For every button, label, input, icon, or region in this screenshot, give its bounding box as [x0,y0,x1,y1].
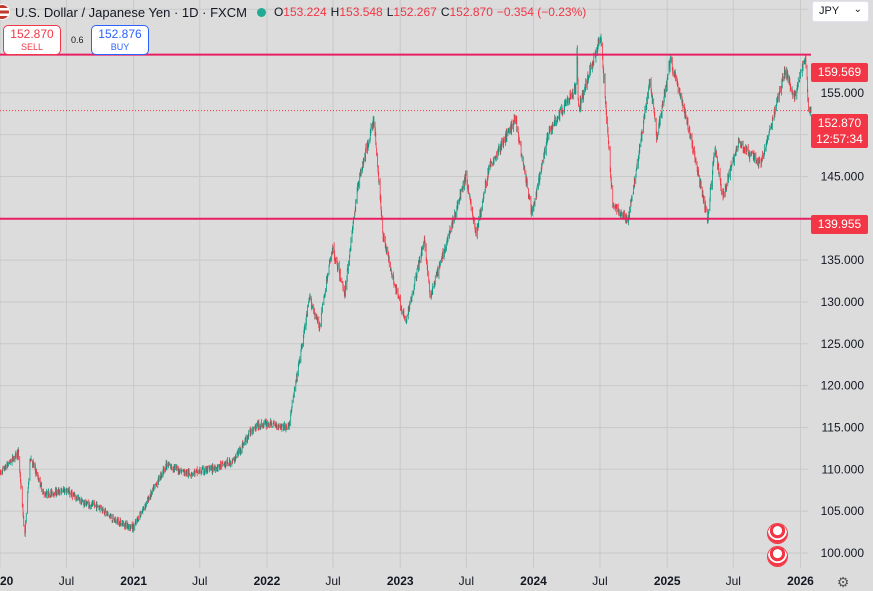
time-tick-label: 2022 [254,574,281,588]
spread-value: 0.6 [71,35,84,45]
price-tick-label: 135.000 [821,253,865,267]
price-tick-label: 100.000 [821,546,865,560]
candlestick-series [0,33,812,538]
symbol-header: U.S. Dollar / Japanese Yen · 1D · FXCM O… [0,2,590,22]
level-tag-upper-label: 159.569 [817,65,862,79]
currency-value: JPY [819,5,840,17]
time-tick-label: Jul [325,574,340,588]
horizontal-levels [0,53,811,220]
time-tick-label: Jul [592,574,607,588]
price-axis: 165.000155.000150.000145.000135.000130.0… [821,2,865,560]
price-tick-label: 130.000 [821,295,865,309]
sell-label: SELL [20,42,44,52]
us-flag-icon[interactable] [768,547,787,566]
last-price-tag: 152.870 12:57:34 [811,114,868,148]
chart-grid [0,0,808,568]
currency-select[interactable]: JPY ⌄ [812,1,869,22]
time-tick-label: Jul [192,574,207,588]
level-tag-upper[interactable]: 159.569 [811,63,868,82]
high-value: 153.548 [339,5,383,19]
us-flag-icon[interactable] [768,524,787,543]
gear-icon[interactable]: ⚙ [836,574,850,590]
time-tick-label: 2024 [520,574,547,588]
market-status-dot [256,7,266,17]
time-tick-label: Jul [59,574,74,588]
sell-price: 152.870 [10,27,54,41]
time-tick-label: 2025 [654,574,681,588]
price-tick-label: 125.000 [821,337,865,351]
time-tick-label: 2023 [387,574,414,588]
low-value: 152.267 [393,5,437,19]
high-key: H [330,5,340,19]
price-tick-label: 110.000 [822,462,865,476]
time-tick-label: 2026 [787,574,814,588]
change-value: −0.354 (−0.23%) [496,5,587,19]
buy-button[interactable]: 152.876 BUY [91,25,149,55]
close-value: 152.870 [449,5,493,19]
low-key: L [386,5,394,19]
level-tag-lower[interactable]: 139.955 [811,215,868,234]
time-tick-label: Jul [459,574,474,588]
open-value: 153.224 [283,5,327,19]
chevron-down-icon: ⌄ [853,4,862,15]
countdown-label: 12:57:34 [816,132,863,146]
price-tick-label: 115.000 [822,420,865,434]
level-tag-lower-label: 139.955 [817,217,862,231]
price-tick-label: 120.000 [821,379,865,393]
time-axis: 2020 Jul 2021 Jul 2022 Jul 2023 Jul 2024 Jul 2025 J… [0,574,814,588]
close-key: C [440,5,450,19]
us-flag-icon [0,5,9,19]
symbol-title[interactable]: U.S. Dollar / Japanese Yen · 1D · FXCM [15,4,247,20]
time-tick-label: 2021 [120,574,147,588]
open-key: O [273,5,284,19]
price-tick-label: 105.000 [821,504,865,518]
sell-button[interactable]: 152.870 SELL [3,25,61,55]
buy-price: 152.876 [98,27,142,41]
time-tick-label: Jul [726,574,741,588]
price-tick-label: 155.000 [821,86,865,100]
time-tick-label: 2020 [0,574,14,588]
last-price-label: 152.870 [817,116,862,130]
price-tick-label: 145.000 [821,170,865,184]
buy-label: BUY [110,42,130,52]
